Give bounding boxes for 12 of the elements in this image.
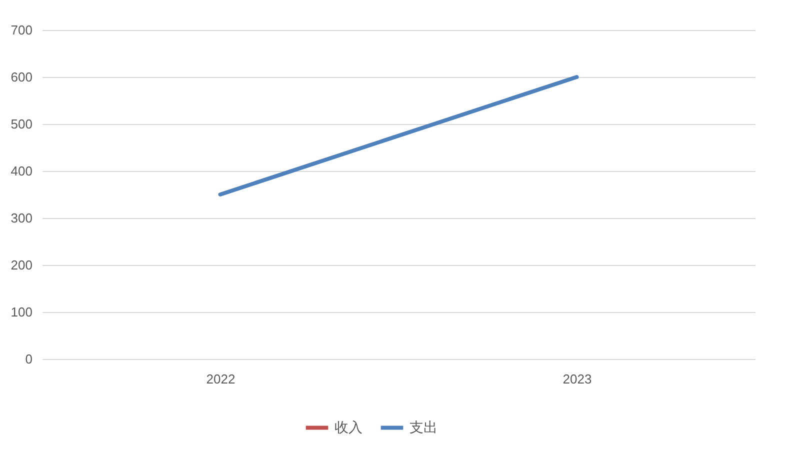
x-tick-label: 2022 (206, 372, 236, 386)
legend-label: 支出 (410, 418, 438, 435)
x-tick-label: 2023 (562, 372, 592, 386)
y-tick-label: 500 (10, 116, 32, 132)
legend-label: 收入 (334, 418, 362, 435)
y-tick-label: 600 (10, 70, 32, 84)
y-tick-label: 0 (25, 352, 32, 366)
y-tick-label: 200 (10, 258, 32, 272)
y-tick-label: 100 (10, 304, 32, 320)
y-tick-label: 400 (10, 164, 32, 178)
y-tick-label: 700 (10, 22, 32, 38)
y-tick-label: 300 (10, 210, 32, 226)
